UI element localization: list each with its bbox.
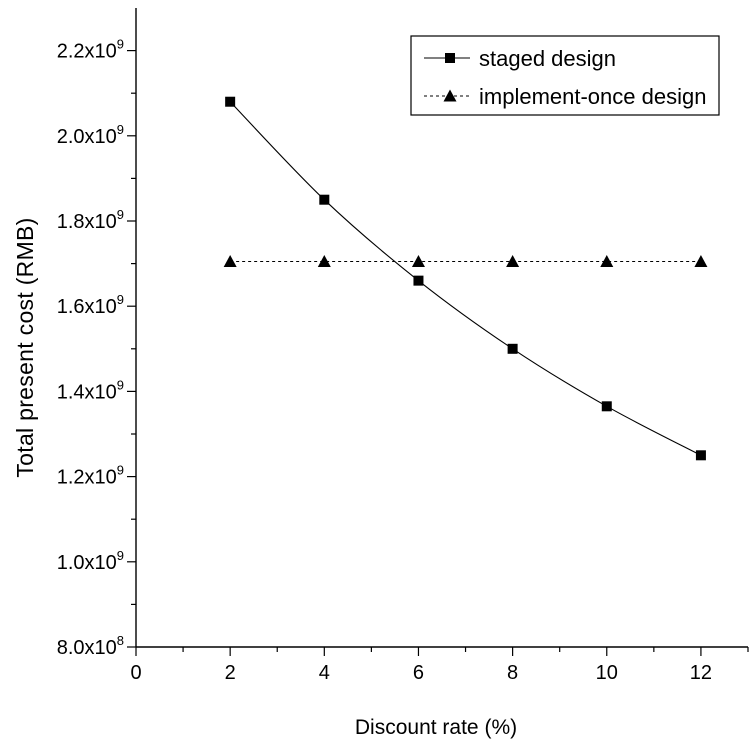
legend-label: implement-once design <box>479 84 706 109</box>
y-tick-label: 1.2x109 <box>57 463 124 489</box>
x-tick-label-4: 4 <box>319 662 330 684</box>
x-axis-title: Discount rate (%) <box>355 716 517 739</box>
series-implement-once-design <box>223 254 708 267</box>
data-point-square-8 <box>507 343 518 354</box>
data-point-triangle-6 <box>411 254 425 267</box>
data-point-triangle-2 <box>223 254 237 267</box>
y-tick-label: 1.0x109 <box>57 548 124 574</box>
x-tick-label-0: 0 <box>130 662 141 684</box>
y-tick-label: 1.4x109 <box>57 377 124 403</box>
data-point-square-4 <box>319 194 330 205</box>
x-tick-label-6: 6 <box>413 662 424 684</box>
legend-box <box>410 35 720 116</box>
series-line-solid <box>229 101 702 456</box>
legend-label: staged design <box>479 46 616 71</box>
x-tick-label-10: 10 <box>596 662 618 684</box>
data-point-triangle-12 <box>694 254 708 267</box>
axes-layer: 0 2 4 6 8 10 12 8.0x108 1.0x109 1.2x109 1.4x109 1.6… <box>57 8 749 684</box>
data-point-square-10 <box>601 401 612 412</box>
data-point-triangle-10 <box>600 254 614 267</box>
legend-marker-square <box>445 53 455 63</box>
series-layer <box>223 96 708 461</box>
x-tick-label-8: 8 <box>507 662 518 684</box>
data-point-square-2 <box>225 96 236 107</box>
data-point-triangle-4 <box>317 254 331 267</box>
legend: staged design implement-once design <box>410 35 720 116</box>
y-axis-title: Total present cost (RMB) <box>12 217 38 477</box>
data-point-triangle-8 <box>506 254 520 267</box>
x-tick-label-2: 2 <box>225 662 236 684</box>
y-tick-label: 1.8x109 <box>57 207 124 233</box>
y-tick-label: 8.0x108 <box>57 633 124 659</box>
x-tick-label-12: 12 <box>690 662 712 684</box>
y-tick-label: 2.2x109 <box>57 37 124 63</box>
series-staged-design <box>225 96 706 461</box>
y-tick-label: 1.6x109 <box>57 292 124 318</box>
y-tick-label: 2.0x109 <box>57 122 124 148</box>
legend-marker-triangle <box>443 89 457 102</box>
data-point-square-12 <box>695 450 706 461</box>
data-point-square-6 <box>413 275 424 286</box>
